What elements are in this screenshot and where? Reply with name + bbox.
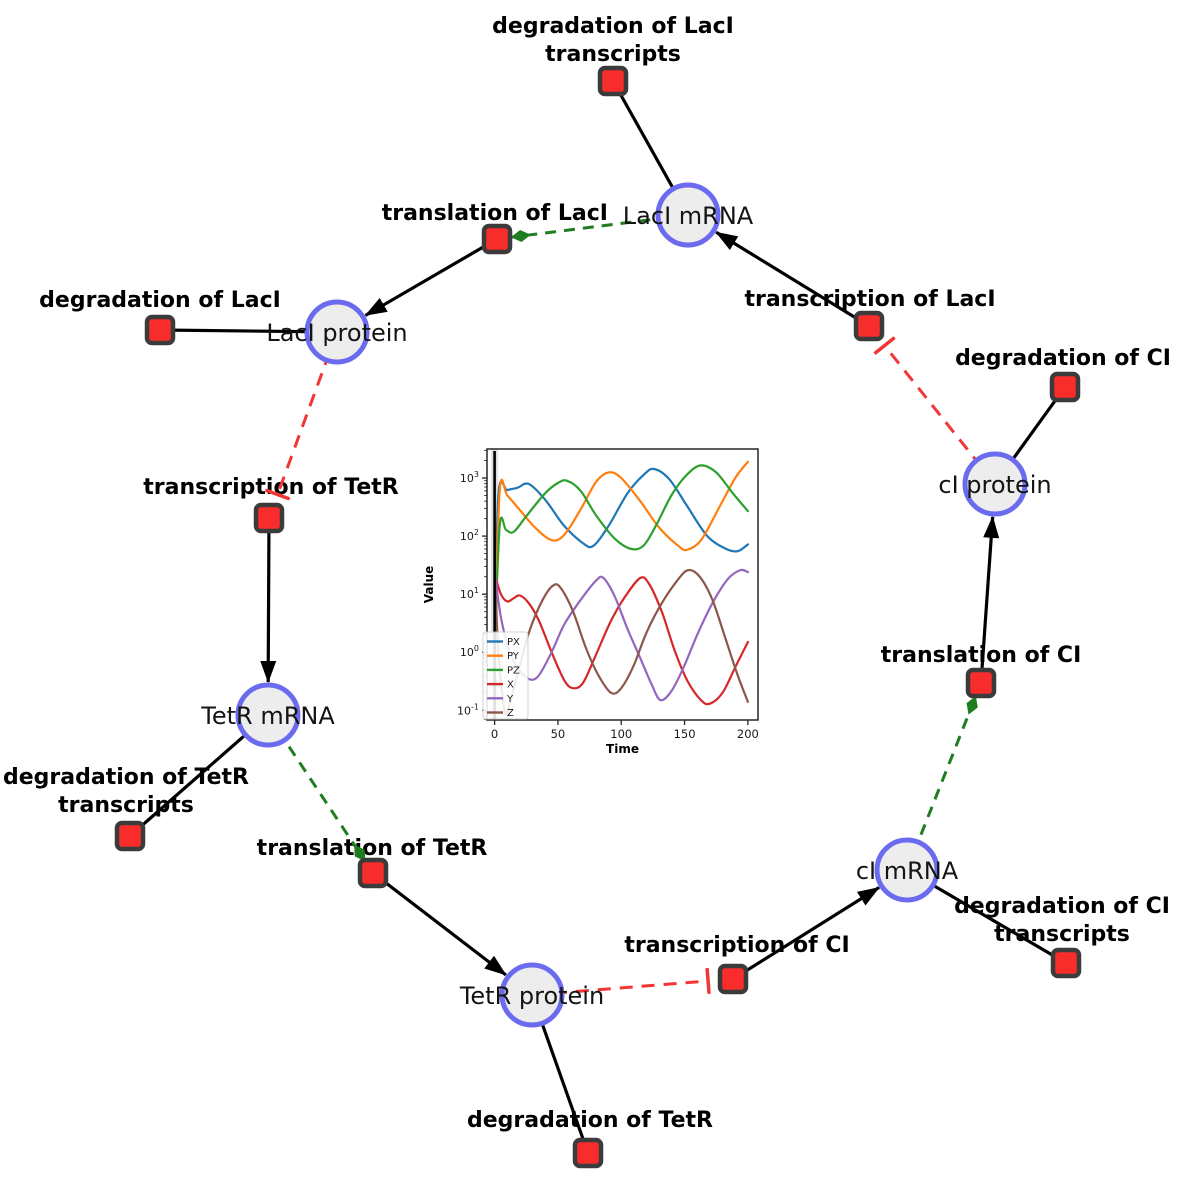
series-line-y	[493, 568, 749, 702]
x-tick-label: 50	[551, 727, 566, 741]
species-circle-icon[interactable]	[655, 182, 721, 248]
species-node-tetr-mrna[interactable]	[235, 682, 301, 748]
species-label-laci-mrna: LacI mRNA	[623, 202, 754, 230]
reaction-square-icon[interactable]	[853, 310, 885, 342]
reaction-label-degradation-of-ci-transcripts: degradation of CI	[954, 894, 1170, 919]
reaction-label-degradation-of-tetr-transcripts: transcripts	[58, 793, 194, 818]
reaction-square-icon[interactable]	[114, 820, 146, 852]
reaction-label-translation-of-laci: translation of LacI	[382, 201, 608, 226]
x-tick-label: 100	[610, 727, 632, 741]
edge-transcription-of-laci--laci-mrna	[715, 230, 870, 328]
reaction-node-transcription-of-laci[interactable]	[853, 310, 885, 342]
reaction-label-transcription-of-tetr: transcription of TetR	[143, 475, 399, 500]
reaction-label-transcription-of-laci: transcription of LacI	[744, 287, 995, 312]
y-tick-label: 101	[460, 586, 479, 601]
y-tick-label: 10-1	[457, 702, 479, 717]
species-circle-icon[interactable]	[874, 837, 940, 903]
species-label-ci-mrna: cI mRNA	[856, 857, 959, 885]
reaction-node-degradation-of-ci[interactable]	[1049, 371, 1081, 403]
species-node-laci-protein[interactable]	[304, 299, 370, 365]
legend-label-pz: PZ	[507, 665, 520, 676]
species-label-laci-protein: LacI protein	[266, 319, 407, 347]
edge-transcription-of-ci--ci-mrna	[732, 886, 880, 981]
edge-translation-of-tetr--tetr-protein	[372, 871, 507, 977]
species-node-ci-mrna[interactable]	[874, 837, 940, 903]
reaction-node-degradation-of-tetr[interactable]	[572, 1137, 604, 1169]
reaction-square-icon[interactable]	[481, 223, 513, 255]
series-line-py	[493, 460, 749, 654]
legend-label-z: Z	[507, 708, 514, 719]
y-tick-label: 103	[460, 470, 479, 485]
reaction-node-degradation-of-ci-transcripts[interactable]	[1050, 947, 1082, 979]
reaction-square-icon[interactable]	[1049, 371, 1081, 403]
reaction-label-degradation-of-laci-transcripts: degradation of LacI	[492, 14, 734, 39]
reaction-node-transcription-of-ci[interactable]	[717, 963, 749, 995]
edge-ci-mrna--translation-of-ci	[905, 696, 978, 871]
species-node-laci-mrna[interactable]	[655, 182, 721, 248]
species-label-tetr-protein: TetR protein	[459, 982, 604, 1010]
species-label-ci-protein: cI protein	[938, 471, 1051, 499]
reaction-node-degradation-of-tetr-transcripts[interactable]	[114, 820, 146, 852]
reaction-label-transcription-of-ci: transcription of CI	[624, 933, 849, 958]
reaction-label-degradation-of-ci: degradation of CI	[955, 346, 1171, 371]
reaction-label-degradation-of-tetr-transcripts: degradation of TetR	[3, 765, 249, 790]
species-node-tetr-protein[interactable]	[499, 962, 565, 1028]
edge-translation-of-laci--laci-protein	[364, 237, 498, 317]
y-tick-label: 102	[460, 528, 479, 543]
reaction-square-icon[interactable]	[357, 857, 389, 889]
reaction-square-icon[interactable]	[965, 667, 997, 699]
y-axis-label: Value	[422, 566, 436, 604]
plot-legend: PX PY PZ XYZ	[482, 631, 529, 720]
reaction-square-icon[interactable]	[717, 963, 749, 995]
species-circle-icon[interactable]	[235, 682, 301, 748]
reaction-node-degradation-of-laci-transcripts[interactable]	[597, 65, 629, 97]
x-tick-label: 200	[737, 727, 759, 741]
reaction-node-transcription-of-tetr[interactable]	[253, 502, 285, 534]
series-line-z	[493, 568, 749, 716]
series-line-px	[493, 467, 749, 654]
x-tick-label: 0	[491, 727, 498, 741]
series-line-x	[493, 573, 749, 706]
legend-label-py: PY	[507, 651, 520, 662]
plot-axes-ticks: 10-1 100 101 102 103 0 50 100 150 200	[457, 449, 759, 741]
reaction-label-degradation-of-tetr: degradation of TetR	[467, 1108, 713, 1133]
reaction-labels: degradation of LacI transcripts translatio…	[3, 14, 1171, 1133]
x-axis-label: Time	[606, 742, 639, 756]
plot-frame	[486, 448, 759, 721]
reaction-node-degradation-of-laci[interactable]	[144, 314, 176, 346]
species-circle-icon[interactable]	[499, 962, 565, 1028]
y-tick-label: 100	[460, 644, 479, 659]
edge-translation-of-ci--ci-protein	[979, 515, 1000, 684]
legend-label-y: Y	[506, 694, 514, 705]
legend-label-px: PX	[507, 637, 520, 648]
species-label-tetr-mrna: TetR mRNA	[200, 702, 335, 730]
x-tick-label: 150	[674, 727, 696, 741]
species-circle-icon[interactable]	[304, 299, 370, 365]
legend-label-x: X	[507, 680, 514, 691]
reaction-label-degradation-of-laci-transcripts: transcripts	[545, 42, 681, 67]
reaction-node-translation-of-ci[interactable]	[965, 667, 997, 699]
species-labels: LacI mRNA LacI protein TetR mRNA TetR prote…	[200, 202, 1051, 1010]
reaction-square-icon[interactable]	[253, 502, 285, 534]
reaction-label-translation-of-tetr: translation of TetR	[257, 836, 488, 861]
reaction-square-icon[interactable]	[144, 314, 176, 346]
reaction-node-translation-of-tetr[interactable]	[357, 857, 389, 889]
species-node-ci-protein[interactable]	[962, 451, 1028, 517]
reaction-square-icon[interactable]	[597, 65, 629, 97]
series-line-pz	[493, 464, 749, 654]
reaction-node-translation-of-laci[interactable]	[481, 223, 513, 255]
legend-box	[482, 631, 529, 720]
reaction-square-icon[interactable]	[1050, 947, 1082, 979]
species-circle-icon[interactable]	[962, 451, 1028, 517]
network-nodes	[114, 65, 1082, 1169]
edge-transcription-of-tetr--tetr-mrna	[260, 517, 277, 684]
reaction-square-icon[interactable]	[572, 1137, 604, 1169]
reaction-label-degradation-of-laci: degradation of LacI	[39, 288, 281, 313]
